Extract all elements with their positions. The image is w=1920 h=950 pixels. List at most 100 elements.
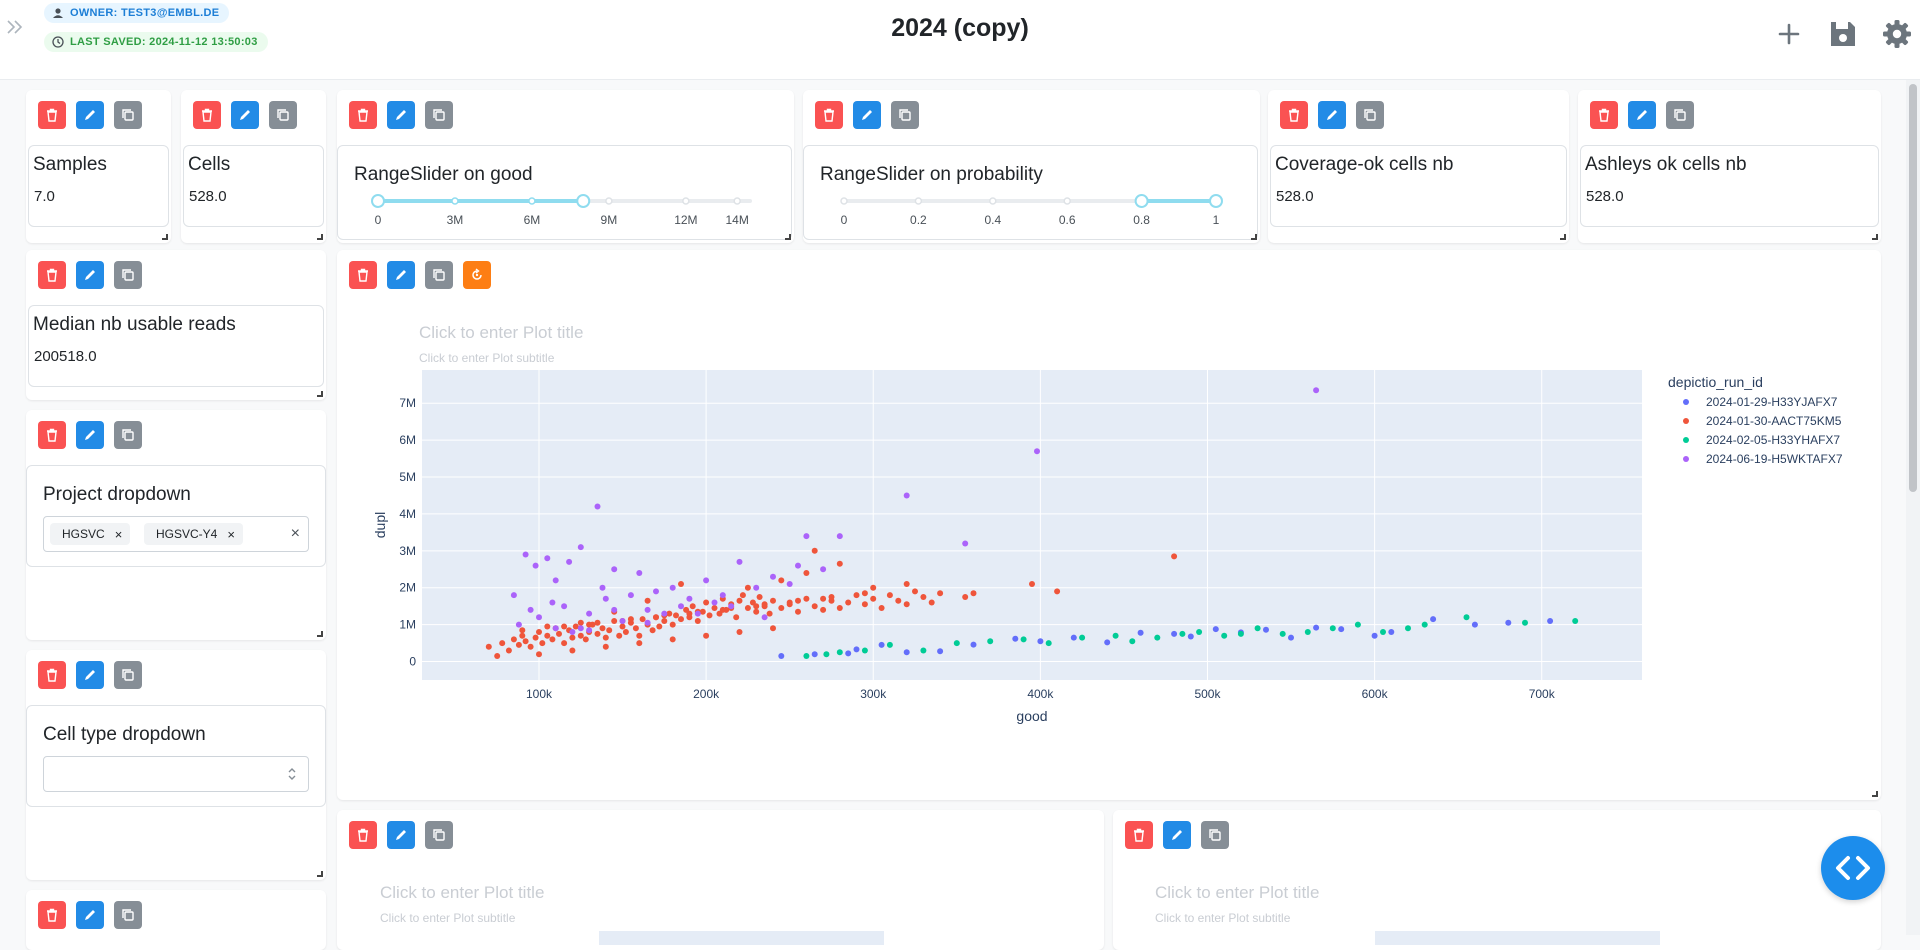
data-point[interactable]: [494, 653, 501, 659]
data-point[interactable]: [1112, 632, 1119, 639]
data-point[interactable]: [1338, 626, 1345, 633]
data-point[interactable]: [627, 592, 634, 599]
slider-handle-min[interactable]: [371, 194, 385, 208]
data-point[interactable]: [499, 640, 506, 647]
data-point[interactable]: [778, 577, 785, 584]
pencil-icon[interactable]: [76, 661, 104, 689]
data-point[interactable]: [656, 623, 663, 630]
pencil-icon[interactable]: [387, 261, 415, 289]
legend-entry[interactable]: 2024-01-30-AACT75KM5: [1706, 414, 1842, 428]
pencil-icon[interactable]: [76, 901, 104, 929]
clear-icon[interactable]: ×: [290, 525, 300, 542]
data-point[interactable]: [644, 619, 651, 626]
data-point[interactable]: [586, 627, 593, 634]
trash-icon[interactable]: [38, 661, 66, 689]
data-point[interactable]: [1079, 634, 1086, 641]
data-point[interactable]: [569, 629, 576, 635]
data-point[interactable]: [736, 629, 743, 635]
data-point[interactable]: [566, 558, 573, 565]
legend-entry[interactable]: 2024-02-05-H33YHAFX7: [1706, 433, 1840, 447]
data-point[interactable]: [549, 599, 556, 606]
data-point[interactable]: [510, 592, 517, 599]
range-slider-probability[interactable]: 0 0.2 0.4 0.6 0.8 1: [804, 146, 1257, 241]
data-point[interactable]: [753, 603, 760, 610]
data-point[interactable]: [527, 606, 534, 613]
data-point[interactable]: [836, 533, 843, 540]
data-point[interactable]: [653, 588, 659, 595]
trash-icon[interactable]: [1125, 821, 1153, 849]
resize-handle[interactable]: [1872, 791, 1878, 797]
data-point[interactable]: [606, 627, 613, 634]
data-point[interactable]: [962, 594, 969, 600]
data-point[interactable]: [903, 649, 910, 656]
data-point[interactable]: [602, 643, 609, 650]
data-point[interactable]: [920, 594, 927, 600]
data-point[interactable]: [903, 601, 910, 608]
copy-icon[interactable]: [1666, 101, 1694, 129]
resize-handle[interactable]: [1560, 234, 1566, 240]
data-point[interactable]: [602, 634, 609, 641]
data-point[interactable]: [1104, 639, 1111, 646]
data-point[interactable]: [778, 605, 785, 611]
data-point[interactable]: [594, 630, 601, 637]
data-point[interactable]: [678, 616, 684, 623]
data-point[interactable]: [639, 616, 646, 623]
data-point[interactable]: [669, 584, 676, 591]
data-point[interactable]: [619, 623, 626, 630]
plot-subtitle-placeholder[interactable]: Click to enter Plot subtitle: [1155, 911, 1291, 925]
resize-handle[interactable]: [317, 871, 323, 877]
legend-marker[interactable]: [1683, 399, 1689, 405]
data-point[interactable]: [582, 636, 589, 643]
pencil-icon[interactable]: [1163, 821, 1191, 849]
data-point[interactable]: [928, 599, 935, 606]
data-point[interactable]: [878, 605, 885, 611]
data-point[interactable]: [616, 632, 623, 639]
data-point[interactable]: [937, 648, 944, 655]
data-point[interactable]: [845, 650, 852, 657]
copy-icon[interactable]: [425, 101, 453, 129]
data-point[interactable]: [744, 584, 751, 591]
data-point[interactable]: [611, 606, 618, 613]
data-point[interactable]: [836, 649, 843, 656]
data-point[interactable]: [1313, 387, 1320, 394]
pencil-icon[interactable]: [853, 101, 881, 129]
data-point[interactable]: [1037, 638, 1044, 645]
data-point[interactable]: [519, 627, 526, 634]
data-point[interactable]: [937, 590, 944, 597]
data-point[interactable]: [778, 653, 785, 659]
data-point[interactable]: [1171, 553, 1178, 560]
data-point[interactable]: [519, 632, 526, 639]
data-point[interactable]: [711, 605, 718, 611]
data-point[interactable]: [920, 647, 927, 654]
data-point[interactable]: [1179, 630, 1186, 637]
data-point[interactable]: [661, 618, 668, 624]
data-point[interactable]: [532, 562, 539, 569]
data-point[interactable]: [861, 647, 868, 654]
pencil-icon[interactable]: [387, 821, 415, 849]
copy-icon[interactable]: [891, 101, 919, 129]
data-point[interactable]: [622, 629, 629, 635]
chevrons-right-icon[interactable]: [4, 16, 26, 38]
data-point[interactable]: [744, 605, 751, 611]
scrollbar-thumb[interactable]: [1909, 84, 1917, 492]
data-point[interactable]: [786, 581, 793, 587]
data-point[interactable]: [669, 636, 676, 643]
data-point[interactable]: [561, 603, 568, 610]
data-point[interactable]: [586, 621, 593, 628]
remove-pill-icon[interactable]: ×: [227, 526, 235, 542]
trash-icon[interactable]: [38, 421, 66, 449]
copy-icon[interactable]: [114, 901, 142, 929]
data-point[interactable]: [1070, 634, 1077, 641]
data-point[interactable]: [903, 581, 910, 587]
data-point[interactable]: [666, 610, 673, 617]
data-point[interactable]: [1430, 616, 1437, 623]
trash-icon[interactable]: [349, 101, 377, 129]
remove-pill-icon[interactable]: ×: [114, 526, 123, 542]
slider-handle-max[interactable]: [1209, 194, 1223, 208]
trash-icon[interactable]: [1590, 101, 1618, 129]
copy-icon[interactable]: [269, 101, 297, 129]
resize-handle[interactable]: [1872, 234, 1878, 240]
data-point[interactable]: [539, 640, 546, 647]
resize-handle[interactable]: [785, 234, 791, 240]
data-point[interactable]: [756, 594, 763, 600]
